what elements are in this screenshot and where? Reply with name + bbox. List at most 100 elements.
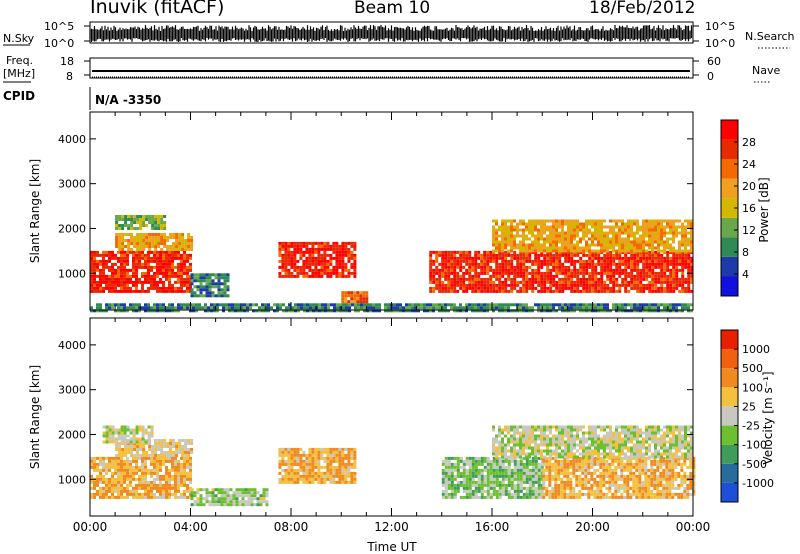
echo-cell xyxy=(147,262,150,266)
echo-cell xyxy=(193,291,197,295)
echo-cell xyxy=(117,268,120,272)
echo-cell xyxy=(181,233,185,236)
echo-cell xyxy=(444,495,448,499)
echo-cell xyxy=(591,268,595,272)
echo-cell xyxy=(190,279,194,283)
echo-cell xyxy=(220,503,224,507)
echo-cell xyxy=(519,274,523,278)
echo-cell xyxy=(231,303,234,307)
echo-cell xyxy=(226,273,230,277)
echo-cell xyxy=(594,306,597,310)
echo-cell xyxy=(542,477,546,481)
echo-cell xyxy=(477,256,481,260)
echo-cell xyxy=(555,219,558,223)
echo-cell xyxy=(229,500,233,504)
echo-cell xyxy=(548,468,552,472)
echo-cell xyxy=(561,265,565,269)
echo-cell xyxy=(123,465,126,469)
echo-cell xyxy=(447,480,451,484)
echo-cell xyxy=(186,277,189,281)
echo-cell xyxy=(117,437,121,441)
echo-cell xyxy=(278,465,282,469)
echo-cell xyxy=(582,280,586,284)
echo-cell xyxy=(338,459,342,463)
echo-cell xyxy=(205,494,209,498)
echo-cell xyxy=(118,215,122,218)
echo-cell xyxy=(468,462,472,466)
echo-cell xyxy=(585,277,589,281)
echo-cell xyxy=(642,253,646,257)
echo-cell xyxy=(540,222,543,226)
echo-cell xyxy=(558,246,561,250)
echo-cell xyxy=(687,249,690,253)
echo-cell xyxy=(567,268,571,272)
echo-cell xyxy=(579,222,582,226)
echo-cell xyxy=(654,259,658,263)
echo-cell xyxy=(123,468,126,472)
echo-cell xyxy=(126,277,129,281)
echo-cell xyxy=(546,265,550,269)
echo-cell xyxy=(168,253,171,257)
echo-cell xyxy=(314,450,318,454)
echo-cell xyxy=(660,283,664,287)
echo-cell xyxy=(317,250,321,254)
echo-cell xyxy=(196,294,200,298)
echo-cell xyxy=(558,240,561,244)
echo-cell xyxy=(609,231,612,235)
echo-cell xyxy=(444,250,448,254)
echo-cell xyxy=(105,277,108,281)
echo-cell xyxy=(678,262,682,266)
echo-cell xyxy=(165,286,168,290)
echo-cell xyxy=(504,474,508,478)
echo-cell xyxy=(588,265,592,269)
echo-cell xyxy=(187,454,191,457)
echo-cell xyxy=(147,431,151,435)
echo-cell xyxy=(162,268,165,272)
echo-cell xyxy=(462,259,466,263)
echo-cell xyxy=(332,241,336,245)
echo-cell xyxy=(353,471,357,475)
echo-cell xyxy=(102,277,105,281)
echo-cell xyxy=(600,256,604,260)
echo-cell xyxy=(504,246,507,250)
echo-cell xyxy=(338,274,342,278)
echo-cell xyxy=(450,468,454,472)
echo-cell xyxy=(132,474,135,478)
echo-cell xyxy=(528,259,532,263)
echo-cell xyxy=(459,265,463,269)
echo-cell xyxy=(453,495,457,499)
echo-cell xyxy=(169,442,173,445)
echo-cell xyxy=(108,462,111,466)
echo-cell xyxy=(347,241,351,245)
echo-cell xyxy=(660,237,663,241)
echo-cell xyxy=(90,259,93,263)
echo-cell xyxy=(329,477,333,481)
echo-cell xyxy=(566,477,570,481)
echo-cell xyxy=(154,448,158,451)
echo-cell xyxy=(492,271,496,275)
echo-cell xyxy=(187,448,191,451)
echo-cell xyxy=(335,456,339,460)
echo-cell xyxy=(183,462,186,466)
echo-cell xyxy=(690,234,693,238)
echo-cell xyxy=(126,477,129,481)
echo-cell xyxy=(344,247,348,251)
echo-cell xyxy=(157,233,161,236)
echo-cell xyxy=(120,277,123,281)
echo-cell xyxy=(338,250,342,254)
echo-cell xyxy=(522,268,526,272)
echo-cell xyxy=(423,306,426,310)
echo-cell xyxy=(492,240,495,244)
echo-cell xyxy=(142,454,146,457)
echo-cell xyxy=(141,286,144,290)
echo-cell xyxy=(180,259,183,263)
nsky-label: N.Sky xyxy=(3,32,35,45)
echo-cell xyxy=(684,253,688,257)
echo-cell xyxy=(684,246,687,250)
echo-cell xyxy=(171,271,174,275)
echo-cell xyxy=(165,471,168,475)
echo-cell xyxy=(606,303,609,307)
echo-cell xyxy=(193,494,197,498)
echo-cell xyxy=(141,495,144,499)
echo-cell xyxy=(570,231,573,235)
